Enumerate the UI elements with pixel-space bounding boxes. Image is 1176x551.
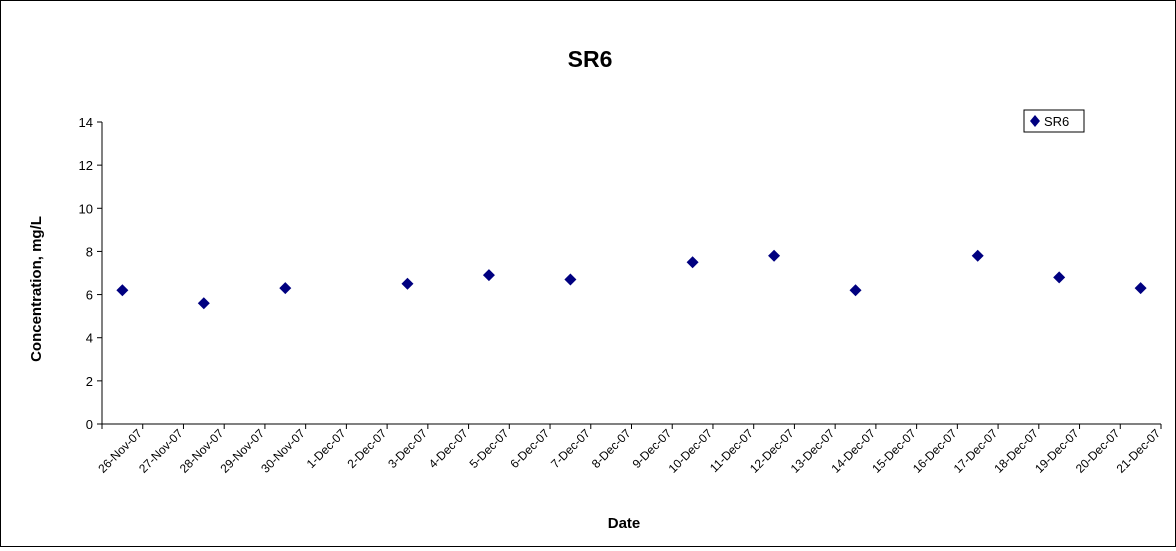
x-axis-label: Date	[608, 515, 641, 532]
y-tick-label: 8	[86, 244, 93, 259]
x-axis: 26-Nov-0727-Nov-0728-Nov-0729-Nov-0730-N…	[95, 423, 1164, 476]
x-tick-label: 5-Dec-07	[467, 426, 512, 471]
x-tick-label: 8-Dec-07	[589, 426, 634, 471]
x-tick-label: 6-Dec-07	[507, 426, 552, 471]
data-point	[686, 256, 699, 269]
chart-title: SR6	[568, 46, 613, 72]
y-tick-label: 6	[86, 288, 93, 303]
y-axis-label: Concentration, mg/L	[28, 216, 45, 362]
legend: SR6	[1023, 109, 1085, 133]
data-point	[482, 269, 495, 282]
data-point	[197, 297, 210, 310]
data-point	[564, 273, 577, 286]
x-tick-label: 3-Dec-07	[385, 426, 430, 471]
x-tick-label: 10-Dec-07	[666, 426, 716, 476]
y-tick-label: 12	[79, 158, 93, 173]
x-tick-label: 30-Nov-07	[258, 426, 308, 476]
x-tick-label: 2-Dec-07	[344, 426, 389, 471]
data-point	[279, 282, 292, 295]
data-point	[849, 284, 862, 297]
data-points	[116, 249, 1147, 310]
y-tick-label: 0	[86, 417, 93, 432]
y-tick-label: 14	[79, 115, 93, 130]
legend-label: SR6	[1044, 114, 1069, 129]
y-tick-label: 2	[86, 374, 93, 389]
data-point	[971, 249, 984, 262]
data-point	[1053, 271, 1066, 284]
y-tick-label: 4	[86, 331, 93, 346]
data-point	[1134, 282, 1147, 295]
x-tick-label: 1-Dec-07	[304, 426, 349, 471]
y-tick-label: 10	[79, 201, 93, 216]
y-axis: 0 2 4 6 8 10 12 14	[79, 115, 103, 432]
x-tick-label: 4-Dec-07	[426, 426, 471, 471]
x-tick-label: 21-Dec-07	[1114, 426, 1164, 476]
x-tick-label: 7-Dec-07	[548, 426, 593, 471]
data-point	[116, 284, 129, 297]
legend-box	[1023, 109, 1085, 133]
legend-diamond-icon	[1030, 115, 1040, 127]
data-point	[768, 249, 781, 262]
data-point	[401, 277, 414, 290]
